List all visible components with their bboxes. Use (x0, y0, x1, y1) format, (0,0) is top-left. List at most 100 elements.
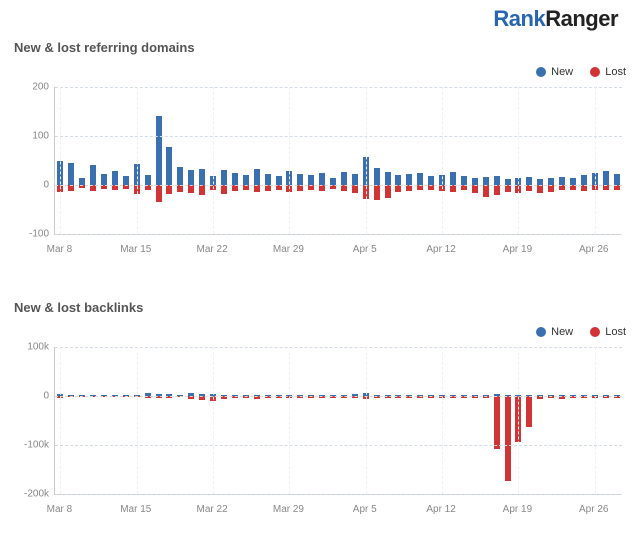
bar-new (526, 177, 532, 185)
xtick-label: Apr 5 (353, 244, 377, 255)
grid-vertical (213, 87, 214, 234)
bar-lost (199, 185, 205, 195)
grid-vertical (442, 347, 443, 494)
legend-new: New (536, 66, 573, 78)
legend-lost-dot-2 (590, 327, 600, 337)
legend-lost-label-2: Lost (605, 326, 626, 338)
grid-vertical (60, 87, 61, 234)
brand-logo: RankRanger (493, 6, 618, 32)
bar-new (123, 176, 129, 185)
bar-lost (472, 185, 478, 193)
xtick-label: Apr 19 (503, 244, 532, 255)
bar-new (156, 116, 162, 185)
bar-new (243, 175, 249, 185)
brand-part1: Rank (493, 6, 545, 31)
chart1-legend: New Lost (522, 66, 626, 80)
legend-lost-label: Lost (605, 66, 626, 78)
bar-new (145, 175, 151, 185)
bar-lost (352, 185, 358, 193)
bar-lost (450, 185, 456, 192)
bar-new (265, 174, 271, 185)
bar-new (417, 173, 423, 185)
chart1-plot: -1000100200 (54, 87, 622, 235)
bar-lost (505, 185, 511, 192)
ytick-label: 100 (15, 131, 49, 142)
bar-new (341, 172, 347, 185)
grid-vertical (137, 347, 138, 494)
legend-new-label-2: New (551, 326, 573, 338)
bar-new (450, 172, 456, 185)
chart2-wrap: -200k-100k0100k Mar 8Mar 15Mar 22Mar 29A… (14, 347, 630, 517)
bar-lost (156, 185, 162, 202)
xtick-label: Apr 19 (503, 504, 532, 515)
grid-vertical (289, 347, 290, 494)
bar-lost (537, 185, 543, 193)
chart1-wrap: -1000100200 Mar 8Mar 15Mar 22Mar 29Apr 5… (14, 87, 630, 257)
ytick-label: -100k (15, 440, 49, 451)
bar-new (406, 174, 412, 185)
xtick-label: Mar 8 (47, 504, 73, 515)
ytick-label: 0 (15, 180, 49, 191)
chart2-legend: New Lost (522, 326, 626, 340)
xtick-label: Apr 12 (426, 504, 455, 515)
gridline (55, 136, 622, 137)
gridline (55, 445, 622, 446)
bar-new (570, 178, 576, 185)
bar-new (483, 177, 489, 185)
gridline (55, 396, 622, 397)
bar-lost (494, 396, 500, 449)
bar-lost (395, 185, 401, 192)
bar-new (603, 171, 609, 185)
bar-lost (374, 185, 380, 200)
bar-new (395, 175, 401, 185)
grid-vertical (442, 87, 443, 234)
bar-new (385, 172, 391, 185)
bar-lost (385, 185, 391, 198)
grid-vertical (289, 87, 290, 234)
bar-new (319, 173, 325, 185)
ytick-label: -100 (15, 229, 49, 240)
bar-lost (548, 185, 554, 192)
gridline (55, 347, 622, 348)
legend-new-label: New (551, 66, 573, 78)
bar-new (112, 171, 118, 185)
bar-new (90, 165, 96, 185)
grid-vertical (366, 347, 367, 494)
bar-new (548, 178, 554, 185)
chart2-bars (55, 347, 622, 494)
legend-new-dot (536, 67, 546, 77)
bar-lost (526, 396, 532, 427)
bar-lost (177, 185, 183, 192)
legend-new-2: New (536, 326, 573, 338)
xtick-label: Apr 5 (353, 504, 377, 515)
bar-new (428, 176, 434, 185)
bar-new (221, 170, 227, 185)
ytick-label: 0 (15, 391, 49, 402)
bar-new (374, 168, 380, 185)
grid-vertical (595, 347, 596, 494)
bar-new (494, 176, 500, 185)
referring-domains-panel: New & lost referring domains New Lost -1… (14, 40, 630, 257)
chart1-bars (55, 87, 622, 234)
legend-lost: Lost (590, 66, 626, 78)
bar-lost (254, 185, 260, 192)
xtick-label: Mar 22 (197, 504, 228, 515)
bar-new (352, 174, 358, 185)
bar-lost (221, 185, 227, 194)
bar-new (461, 176, 467, 185)
xtick-label: Mar 15 (120, 504, 151, 515)
chart2-plot: -200k-100k0100k (54, 347, 622, 495)
bar-new (166, 147, 172, 185)
xtick-label: Mar 8 (47, 244, 73, 255)
bar-new (614, 174, 620, 185)
grid-vertical (213, 347, 214, 494)
bar-new (188, 170, 194, 185)
brand-part2: Ranger (545, 6, 618, 31)
grid-vertical (366, 87, 367, 234)
ytick-label: 100k (15, 342, 49, 353)
bar-new (254, 169, 260, 185)
ytick-label: 200 (15, 82, 49, 93)
bar-new (330, 178, 336, 185)
ytick-label: -200k (15, 489, 49, 500)
bar-lost (483, 185, 489, 197)
